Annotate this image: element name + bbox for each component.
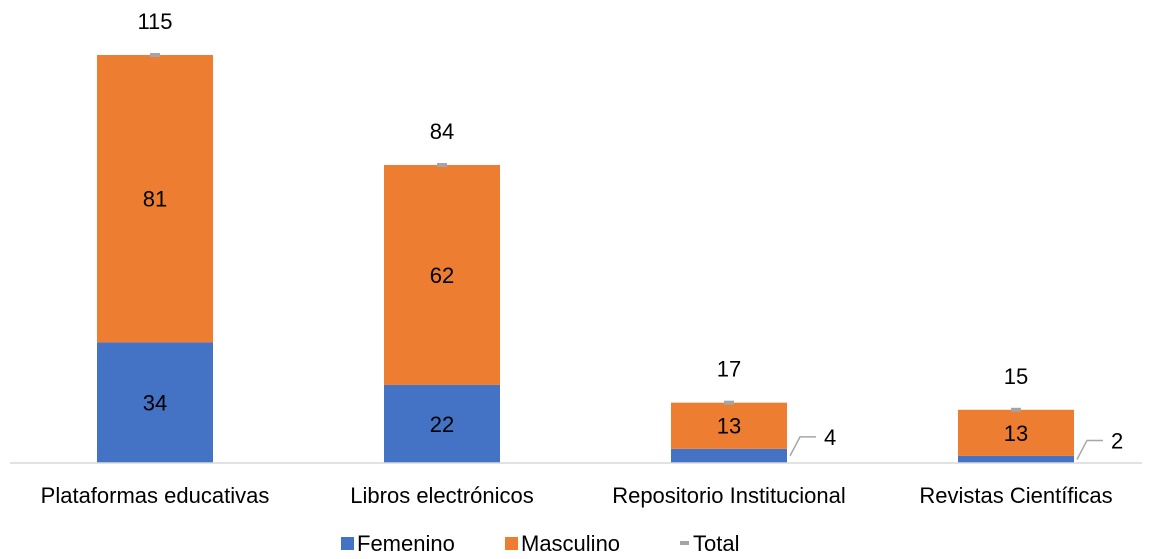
category-labels: Plataformas educativas Libros electrónico…	[41, 483, 1113, 508]
label-femenino: 4	[824, 425, 836, 450]
category-label: Plataformas educativas	[41, 483, 270, 508]
label-femenino: 34	[143, 391, 167, 416]
category-label: Libros electrónicos	[350, 483, 533, 508]
data-labels-layer: 81 34 115 62 22 84 13 4 17 13 2 15	[137, 9, 1123, 460]
legend-swatch-femenino	[341, 537, 354, 550]
legend-label: Femenino	[357, 531, 455, 556]
bar-masculino	[958, 409, 1074, 456]
total-marker	[724, 400, 734, 405]
total-marker	[437, 162, 447, 167]
bar-masculino	[97, 55, 213, 343]
bar-masculino	[671, 402, 787, 449]
label-masculino: 13	[717, 414, 741, 439]
label-total: 115	[137, 9, 172, 34]
legend-swatch-masculino	[505, 537, 518, 550]
total-marker	[1011, 407, 1021, 412]
legend-label: Total	[693, 531, 739, 556]
leader-line	[789, 436, 816, 457]
legend-label: Masculino	[521, 531, 620, 556]
legend-swatch-total	[680, 541, 689, 545]
total-marker	[150, 53, 160, 57]
bar-femenino	[671, 448, 787, 463]
category-label: Revistas Científicas	[919, 483, 1112, 508]
label-femenino: 2	[1111, 428, 1123, 453]
label-total: 17	[717, 357, 741, 382]
category-label: Repositorio Institucional	[612, 483, 846, 508]
leader-line	[1076, 439, 1103, 460]
label-femenino: 22	[430, 412, 454, 437]
label-masculino: 62	[430, 263, 454, 288]
bar-femenino	[384, 384, 500, 463]
bar-femenino	[958, 455, 1074, 463]
label-total: 84	[430, 119, 454, 144]
bar-masculino	[384, 164, 500, 385]
bar-femenino	[97, 342, 213, 463]
bars-layer	[97, 53, 1074, 463]
label-masculino: 81	[143, 187, 167, 212]
label-total: 15	[1004, 364, 1028, 389]
label-masculino: 13	[1004, 421, 1028, 446]
legend: Femenino Masculino Total	[341, 531, 739, 556]
